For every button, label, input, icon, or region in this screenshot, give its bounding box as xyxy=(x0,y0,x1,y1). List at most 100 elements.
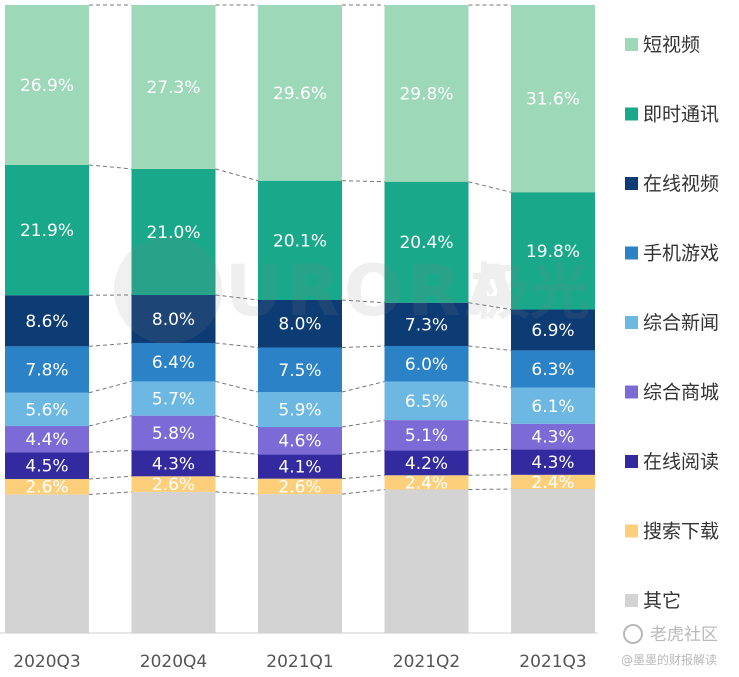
data-label: 26.9% xyxy=(20,76,74,96)
bar-segment xyxy=(384,475,469,490)
x-tick-label: 2021Q1 xyxy=(266,652,333,672)
connector-line xyxy=(88,342,132,347)
bar-segment xyxy=(258,392,342,428)
connector-line xyxy=(215,294,259,301)
data-label: 6.1% xyxy=(531,397,574,417)
bar-segment xyxy=(5,478,89,495)
connector-line xyxy=(88,415,132,427)
x-tick-label: 2020Q3 xyxy=(13,652,80,672)
data-label: 29.8% xyxy=(399,84,453,104)
x-tick-label: 2020Q4 xyxy=(140,652,207,672)
connector-line xyxy=(341,474,385,480)
bar-segment xyxy=(5,346,89,393)
legend-swatch xyxy=(625,524,638,538)
bar-segment xyxy=(5,5,89,165)
legend-swatch xyxy=(625,107,638,121)
data-label: 4.4% xyxy=(25,430,68,450)
data-label: 21.9% xyxy=(20,221,74,241)
bar-segment xyxy=(511,309,595,351)
bar-segment xyxy=(5,295,89,347)
data-label: 2.4% xyxy=(405,473,448,493)
legend-label: 即时通讯 xyxy=(643,104,719,126)
bar-segment xyxy=(511,449,595,475)
bar-segment xyxy=(131,491,216,633)
bar-segment xyxy=(131,168,216,295)
data-label: 19.8% xyxy=(526,242,580,262)
bar-segment xyxy=(131,381,216,416)
data-label: 21.0% xyxy=(146,223,200,243)
bar-segment xyxy=(511,474,595,490)
bar-segment xyxy=(511,350,595,388)
data-label: 5.8% xyxy=(152,424,195,444)
data-label: 5.9% xyxy=(278,401,321,421)
bar-segment xyxy=(5,452,89,479)
x-tick-label: 2021Q3 xyxy=(519,652,586,672)
data-label: 6.3% xyxy=(531,360,574,380)
connector-line xyxy=(215,415,259,428)
bar-segment xyxy=(384,181,469,303)
bar-segment xyxy=(511,5,595,193)
community-logo-icon xyxy=(623,624,643,644)
bar-segment xyxy=(511,423,595,450)
legend-label: 其它 xyxy=(643,590,681,612)
data-label: 5.6% xyxy=(25,400,68,420)
connector-line xyxy=(341,381,385,393)
data-label: 2.4% xyxy=(531,473,574,493)
data-label: 5.7% xyxy=(152,390,195,410)
connector-line xyxy=(341,180,385,183)
connector-line xyxy=(341,419,385,428)
connector-line xyxy=(215,342,259,348)
bar-segment xyxy=(131,476,216,492)
watermark-brand-cn: 极光 xyxy=(470,258,590,328)
legend-swatch xyxy=(625,38,638,51)
data-label: 4.3% xyxy=(531,453,574,473)
bar-segment xyxy=(384,450,469,476)
legend-label: 综合新闻 xyxy=(643,312,719,334)
data-label: 2.6% xyxy=(152,475,195,495)
connector-line xyxy=(341,488,385,495)
data-label: 20.1% xyxy=(273,231,327,251)
connector-line xyxy=(88,449,132,453)
connector-line xyxy=(468,302,512,311)
connector-line xyxy=(88,164,132,170)
legend-swatch xyxy=(625,385,638,399)
connector-line xyxy=(341,345,385,348)
bar-segment xyxy=(511,489,595,633)
connector-line xyxy=(215,380,259,393)
legend-swatch xyxy=(625,246,638,260)
data-label: 4.1% xyxy=(278,458,321,478)
data-label: 2.6% xyxy=(278,477,321,497)
data-label: 4.5% xyxy=(25,457,68,477)
watermark: URORA 极光 xyxy=(114,236,590,344)
connector-line xyxy=(215,491,259,495)
legend-swatch xyxy=(625,594,638,607)
bar-segment xyxy=(5,494,89,633)
community-name: 老虎社区 xyxy=(650,625,718,645)
data-label: 20.4% xyxy=(399,233,453,253)
bar-segment xyxy=(131,5,216,169)
bar-segment xyxy=(384,381,469,421)
data-label: 2.6% xyxy=(25,478,68,498)
data-label: 8.0% xyxy=(152,310,195,330)
data-label: 4.3% xyxy=(531,428,574,448)
data-label: 4.6% xyxy=(278,432,321,452)
data-label: 6.4% xyxy=(152,353,195,373)
legend-label: 在线视频 xyxy=(643,173,719,195)
bar-segment xyxy=(5,426,89,453)
bar-segment xyxy=(131,450,216,477)
bar-segment xyxy=(5,164,89,296)
connector-line xyxy=(88,380,132,394)
data-label: 6.0% xyxy=(405,355,448,375)
connector-line xyxy=(468,419,512,425)
data-label: 6.9% xyxy=(531,321,574,341)
data-label: 7.5% xyxy=(278,361,321,381)
bar-segment xyxy=(511,192,595,310)
bar-segment xyxy=(131,415,216,451)
data-label: 7.3% xyxy=(405,315,448,335)
connector-line xyxy=(341,299,385,304)
legend-label: 在线阅读 xyxy=(643,451,719,473)
bar-segment xyxy=(258,347,342,393)
data-label: 27.3% xyxy=(146,78,200,98)
community-watermark: 老虎社区 @墨墨的财报解读 xyxy=(621,624,718,667)
